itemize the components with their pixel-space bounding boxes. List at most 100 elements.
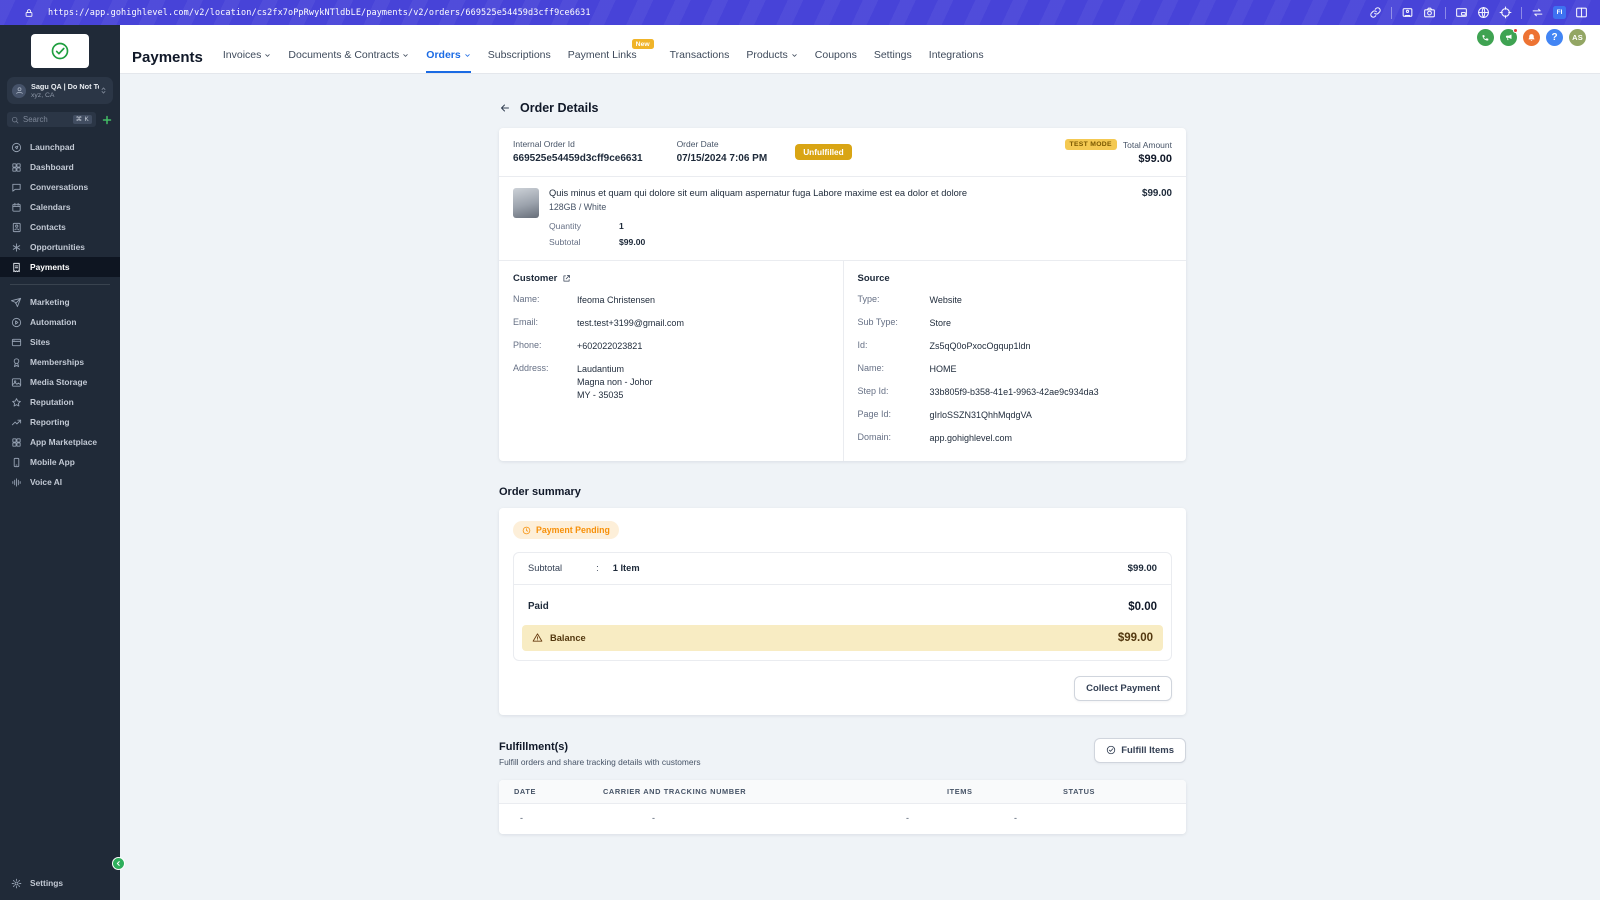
help-button[interactable]: ? [1546, 29, 1563, 46]
notifications-button[interactable] [1523, 29, 1540, 46]
logo-check-icon [50, 41, 70, 61]
sidebar-item-dashboard[interactable]: Dashboard [0, 157, 120, 177]
paid-value: $0.00 [1128, 600, 1157, 613]
total-amount-label: Total Amount [1122, 139, 1172, 150]
fulfillments-title: Fulfillment(s) [499, 740, 569, 753]
internal-order-id-label: Internal Order Id [513, 139, 575, 149]
customer-name: Ifeoma Christensen [577, 295, 656, 305]
customer-section: Customer Name: Ifeoma Christensen Email: t… [499, 261, 843, 461]
sidebar-item-payments[interactable]: Payments [0, 257, 120, 277]
globe-icon[interactable] [1477, 6, 1490, 19]
account-switcher[interactable]: Sagu QA | Do Not To... xyz, CA [7, 77, 113, 104]
order-summary-title: Order summary [499, 486, 581, 499]
tab-subscriptions[interactable]: Subscriptions [487, 49, 551, 61]
sidebar-item-memberships[interactable]: Memberships [0, 352, 120, 372]
sidebar-item-opportunities[interactable]: Opportunities [0, 237, 120, 257]
subtotal-label: Subtotal [549, 237, 581, 247]
browser-url-bar[interactable]: https://app.gohighlevel.com/v2/location/… [0, 0, 1600, 25]
source-type: Website [929, 295, 962, 305]
app-marketplace-icon [11, 437, 22, 448]
source-step-id: 33b805f9-b358-41e1-9963-42ae9c934da3 [929, 387, 1099, 398]
sidebar-item-settings[interactable]: Settings [0, 873, 120, 893]
tab-orders[interactable]: Orders [426, 49, 471, 73]
automation-icon [11, 317, 22, 328]
split-view-icon[interactable] [1575, 6, 1588, 19]
lock-icon [24, 8, 34, 18]
sidebar-item-voice-ai[interactable]: Voice AI [0, 472, 120, 492]
customer-title: Customer [513, 273, 558, 284]
test-mode-badge: TEST MODE [1064, 139, 1117, 150]
source-title: Source [857, 273, 890, 284]
dialer-button[interactable] [1477, 29, 1494, 46]
sidebar-item-reputation[interactable]: Reputation [0, 392, 120, 412]
source-domain-link[interactable]: app.gohighlevel.com [929, 433, 1013, 444]
search-shortcut: ⌘ K [72, 115, 92, 124]
notification-dot [1513, 28, 1518, 33]
marketing-icon [11, 297, 22, 308]
source-id-link[interactable]: Zs5qQ0oPxocOgqup1ldn [929, 341, 1031, 352]
sidebar-item-automation[interactable]: Automation [0, 312, 120, 332]
table-header: DATE CARRIER AND TRACKING NUMBER ITEMS S… [499, 779, 1186, 804]
order-date-label: Order Date [676, 139, 719, 149]
settings-icon [11, 878, 22, 889]
back-button[interactable] [499, 102, 511, 114]
sidebar-item-media-storage[interactable]: Media Storage [0, 372, 120, 392]
summary-subtotal-label: Subtotal [528, 563, 563, 574]
sidebar-item-contacts[interactable]: Contacts [0, 217, 120, 237]
page-title: Order Details [520, 101, 599, 115]
announcements-button[interactable] [1500, 28, 1518, 46]
sidebar-item-launchpad[interactable]: Launchpad [0, 137, 120, 157]
divider [1445, 6, 1446, 19]
tab-integrations[interactable]: Integrations [928, 49, 984, 61]
tab-documents-contracts[interactable]: Documents & Contracts [288, 49, 409, 73]
divider [1391, 6, 1392, 19]
tab-coupons[interactable]: Coupons [814, 49, 857, 61]
fulfillments-table: DATE CARRIER AND TRACKING NUMBER ITEMS S… [499, 779, 1186, 834]
sidebar-item-calendars[interactable]: Calendars [0, 197, 120, 217]
balance-row: Balance $99.00 [522, 624, 1163, 651]
quantity-value: 1 [619, 221, 624, 231]
tab-invoices[interactable]: Invoices [223, 49, 272, 73]
fulfillments-subtitle: Fulfill orders and share tracking detail… [499, 756, 701, 767]
url-text[interactable]: https://app.gohighlevel.com/v2/location/… [48, 7, 591, 18]
sidebar-item-app-marketplace[interactable]: App Marketplace [0, 432, 120, 452]
profile-badge[interactable]: FI [1553, 6, 1566, 19]
conversations-icon [11, 182, 22, 193]
tab-products[interactable]: Products [746, 49, 797, 73]
reader-icon[interactable] [1401, 6, 1414, 19]
fulfill-items-button[interactable]: Fulfill Items [1094, 737, 1186, 763]
link-icon[interactable] [1369, 6, 1382, 19]
picture-in-picture-icon[interactable] [1455, 6, 1468, 19]
collect-payment-button[interactable]: Collect Payment [1074, 675, 1172, 701]
sidebar: Sagu QA | Do Not To... xyz, CA Search ⌘ … [0, 25, 120, 900]
divider [1521, 6, 1522, 19]
camera-icon[interactable] [1423, 6, 1436, 19]
tab-payment-links[interactable]: Payment Links New [568, 39, 654, 73]
sidebar-collapse-button[interactable] [112, 857, 125, 870]
chevron-down-icon [402, 52, 409, 59]
swap-arrows-icon[interactable] [1531, 6, 1544, 19]
sidebar-item-conversations[interactable]: Conversations [0, 177, 120, 197]
tab-transactions[interactable]: Transactions [669, 49, 730, 61]
sidebar-item-reporting[interactable]: Reporting [0, 412, 120, 432]
sidebar-item-marketing[interactable]: Marketing [0, 292, 120, 312]
open-contact-icon[interactable] [562, 274, 571, 283]
product-variant: 128GB / White [549, 202, 607, 212]
target-icon[interactable] [1499, 6, 1512, 19]
source-name: HOME [929, 364, 957, 375]
tab-settings[interactable]: Settings [873, 49, 912, 61]
search-input[interactable]: Search ⌘ K [7, 112, 96, 127]
launchpad-icon [11, 142, 22, 153]
chevron-updown-icon [99, 86, 108, 95]
search-placeholder: Search [23, 115, 48, 124]
source-subtype: Store [929, 318, 952, 329]
quick-add-button[interactable] [101, 114, 113, 126]
user-avatar[interactable]: AS [1569, 29, 1586, 46]
table-row: - - - - [499, 803, 1186, 834]
megaphone-icon [1504, 33, 1513, 42]
order-line-item: Quis minus et quam qui dolore sit eum al… [499, 177, 1186, 261]
sidebar-item-sites[interactable]: Sites [0, 332, 120, 352]
phone-icon [1481, 33, 1490, 42]
sidebar-item-mobile-app[interactable]: Mobile App [0, 452, 120, 472]
quantity-label: Quantity [549, 221, 582, 231]
